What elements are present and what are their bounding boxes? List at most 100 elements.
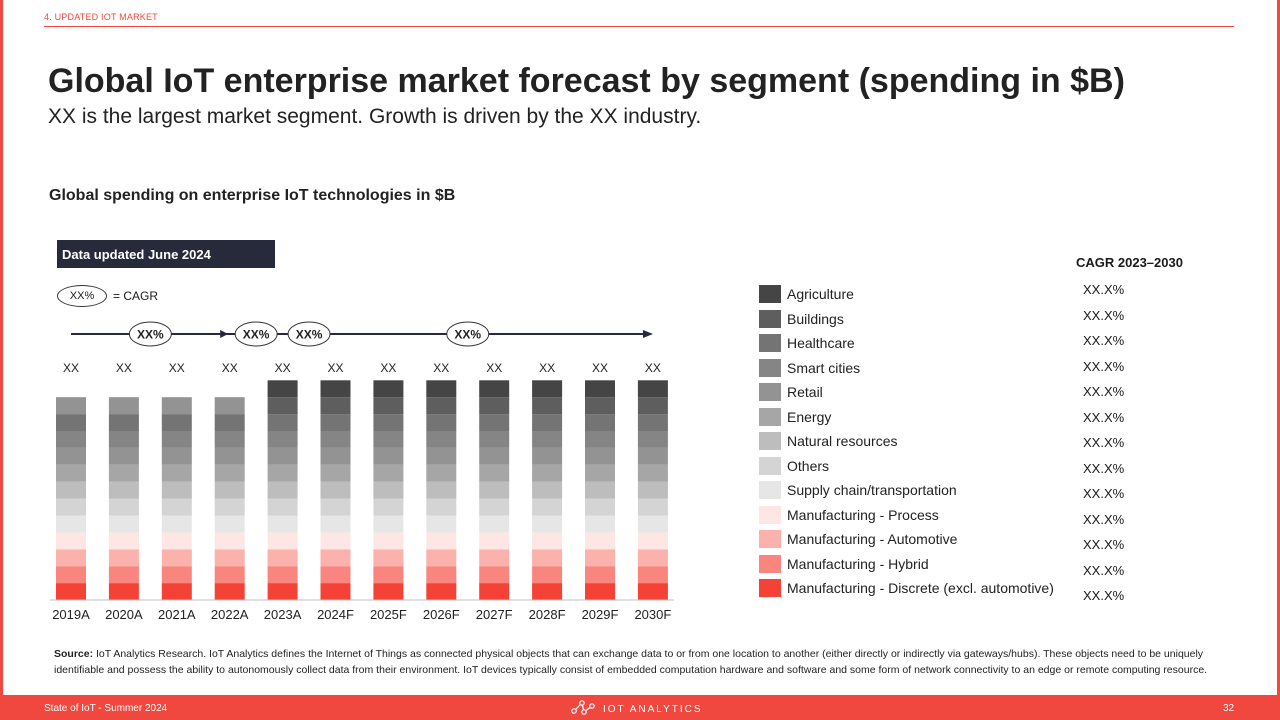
bar-segment-2024F-11: [320, 397, 351, 415]
bar-segment-2020A-9: [108, 431, 139, 448]
bar-segment-2027F-8: [479, 447, 510, 465]
bar-segment-2030F-11: [637, 397, 668, 415]
cagr-value: XX.X%: [1083, 282, 1125, 297]
bar-segment-2028F-8: [532, 447, 563, 465]
x-tick-2022A: 2022A: [211, 607, 249, 622]
total-label-2030F: XX: [645, 361, 661, 375]
bar-segment-2024F-10: [320, 414, 351, 431]
total-label-2026F: XX: [433, 361, 449, 375]
legend-swatch: [759, 530, 781, 548]
bar-segment-2026F-2: [426, 549, 457, 567]
total-label-2023A: XX: [275, 361, 291, 375]
bar-segment-2030F-1: [637, 566, 668, 584]
bar-segment-2024F-12: [320, 380, 351, 398]
bar-segment-2025F-0: [373, 583, 404, 600]
bar-segment-2021A-4: [161, 515, 192, 533]
page-title: Global IoT enterprise market forecast by…: [48, 62, 1125, 100]
bar-segment-2029F-9: [585, 431, 615, 448]
legend-label: Manufacturing - Discrete (excl. automoti…: [787, 580, 1054, 596]
cagr-oval-3: [446, 321, 490, 347]
total-label-2027F: XX: [486, 361, 502, 375]
bar-segment-2030F-9: [637, 431, 668, 448]
cagr-value: XX.X%: [1083, 333, 1125, 348]
bar-segment-2026F-3: [426, 532, 457, 550]
bar-segment-2028F-4: [532, 515, 563, 533]
bar-segment-2023A-11: [267, 397, 298, 415]
bar-segment-2030F-2: [637, 549, 668, 567]
bar-segment-2024F-9: [320, 431, 351, 448]
bar-segment-2024F-6: [320, 481, 351, 499]
bar-segment-2021A-0: [161, 583, 192, 600]
bar-segment-2029F-5: [585, 498, 615, 516]
bar-segment-2027F-10: [479, 414, 510, 431]
bar-segment-2025F-6: [373, 481, 404, 499]
bar-segment-2025F-11: [373, 397, 404, 415]
legend-swatch: [759, 579, 781, 597]
bar-segment-2024F-3: [320, 532, 351, 550]
bar-segment-2020A-7: [108, 464, 139, 482]
bar-segment-2019A-11: [56, 397, 86, 415]
total-label-2021A: XX: [169, 361, 185, 375]
page-subtitle: XX is the largest market segment. Growth…: [48, 105, 702, 128]
bar-segment-2022A-0: [214, 583, 245, 600]
bar-segment-2025F-2: [373, 549, 404, 567]
bar-segment-2028F-9: [532, 431, 563, 448]
cagr-key-oval: XX%: [57, 285, 107, 307]
bar-segment-2022A-10: [214, 414, 245, 431]
bar-segment-2030F-8: [637, 447, 668, 465]
top-divider: [44, 26, 1234, 27]
bar-segment-2019A-4: [56, 515, 86, 533]
bar-segment-2028F-2: [532, 549, 563, 567]
bar-segment-2021A-11: [161, 397, 192, 415]
bar-segment-2019A-7: [56, 464, 86, 482]
bar-segment-2023A-9: [267, 431, 298, 448]
x-tick-2030F: 2030F: [634, 607, 671, 622]
bar-segment-2020A-2: [108, 549, 139, 567]
bar-segment-2029F-1: [585, 566, 615, 584]
bar-segment-2023A-1: [267, 566, 298, 584]
legend-swatch: [759, 505, 781, 524]
bar-segment-2019A-10: [56, 414, 86, 431]
bar-segment-2028F-3: [532, 532, 563, 550]
cagr-oval-0: [128, 321, 172, 347]
bar-segment-2025F-7: [373, 464, 404, 482]
bar-segment-2022A-3: [214, 532, 245, 550]
bar-segment-2022A-4: [214, 515, 245, 533]
chart-title: Global spending on enterprise IoT techno…: [49, 187, 456, 204]
bar-segment-2029F-2: [585, 549, 615, 567]
bar-segment-2029F-8: [585, 447, 615, 465]
legend-swatch: [759, 285, 781, 303]
bar-segment-2023A-2: [267, 549, 298, 567]
bar-segment-2030F-0: [637, 583, 668, 600]
bar-segment-2024F-8: [320, 447, 351, 465]
bar-segment-2028F-1: [532, 566, 563, 584]
bar-segment-2020A-0: [108, 583, 139, 600]
bar-segment-2022A-6: [214, 481, 245, 499]
bar-segment-2020A-4: [108, 515, 139, 533]
bar-segment-2026F-10: [426, 414, 457, 431]
total-label-2019A: XX: [63, 361, 79, 375]
bar-segment-2026F-4: [426, 515, 457, 533]
bar-segment-2026F-9: [426, 431, 457, 448]
bar-segment-2029F-10: [585, 414, 615, 431]
bar-segment-2028F-5: [532, 498, 563, 516]
bar-segment-2019A-5: [56, 498, 86, 516]
cagr-oval-label-1: XX%: [243, 328, 270, 342]
legend-swatch: [759, 383, 781, 401]
bar-segment-2026F-5: [426, 498, 457, 516]
cagr-value: XX.X%: [1083, 562, 1125, 578]
bar-segment-2022A-1: [214, 566, 245, 584]
cagr-value: XX.X%: [1083, 511, 1125, 527]
bar-segment-2021A-7: [161, 464, 192, 482]
source-note: Source: IoT Analytics Research. IoT Anal…: [54, 647, 1234, 678]
cagr-value: XX.X%: [1083, 384, 1125, 399]
bar-segment-2030F-12: [637, 380, 668, 398]
bar-segment-2029F-0: [585, 583, 615, 600]
bar-segment-2020A-8: [108, 447, 139, 465]
total-label-2024F: XX: [327, 361, 343, 375]
bar-segment-2024F-4: [320, 515, 351, 533]
bar-segment-2026F-8: [426, 447, 457, 465]
bar-segment-2023A-0: [267, 583, 298, 600]
bar-segment-2026F-0: [426, 583, 457, 600]
bar-segment-2030F-4: [637, 515, 668, 533]
